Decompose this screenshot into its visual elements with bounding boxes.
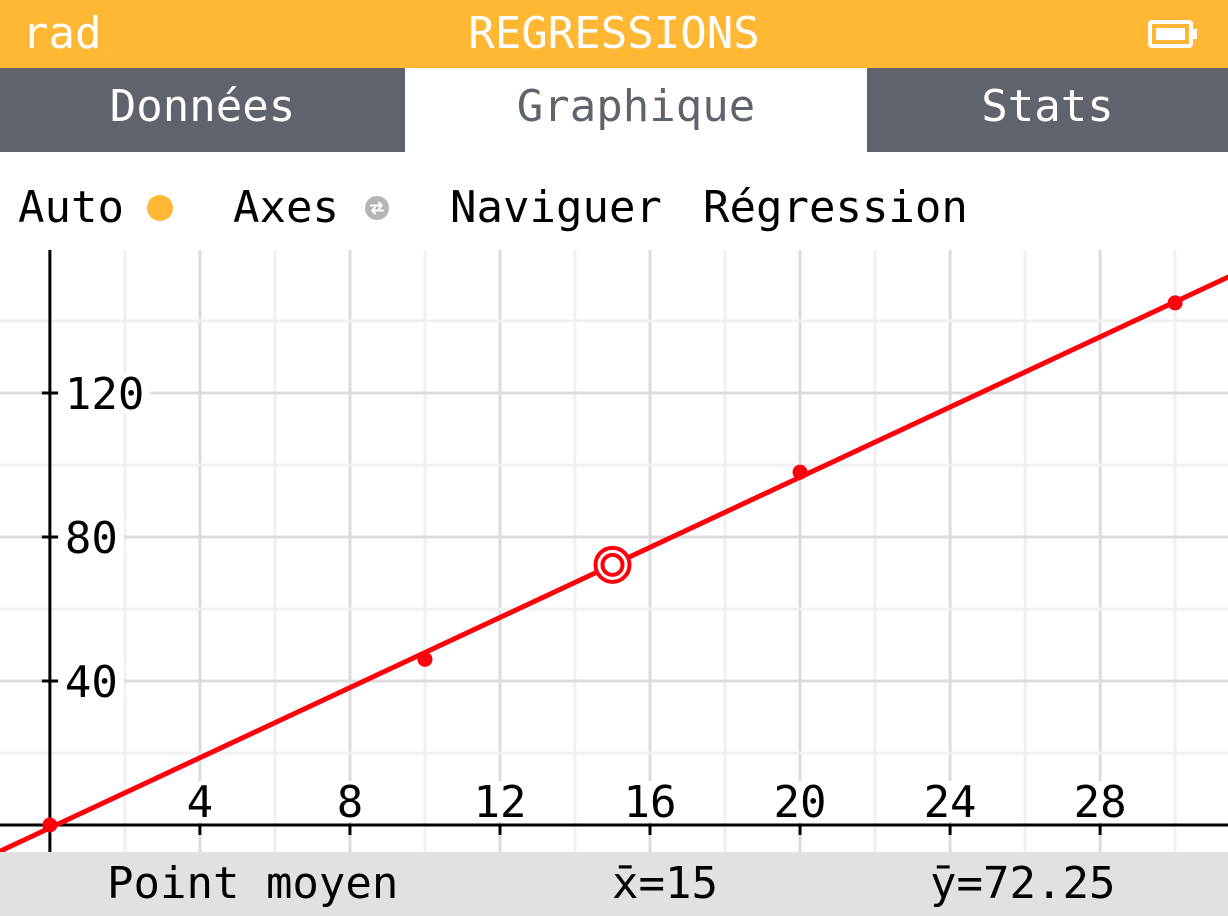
tab-stats[interactable]: Stats [867,68,1228,152]
mean-point-marker [593,545,632,584]
x-tick-label-background [768,780,832,822]
mean-point-inner-ring [600,552,625,577]
x-tick-label: 16 [624,777,677,828]
mean-y-value: ȳ=72.25 [930,858,1116,909]
data-point [417,651,433,667]
data-point [792,464,808,480]
tab-graphique-label: Graphique [516,81,756,132]
tab-donnees-label: Données [109,81,296,132]
regression-plot: 4 8 12 16 20 24 28 40 80 120 [0,250,1228,852]
arrows-circle-icon [364,196,389,220]
x-tick-label-background [468,780,532,822]
y-tick-label-background [58,372,151,413]
x-tick-label: 28 [1074,777,1127,828]
navigate-button[interactable]: Naviguer [450,184,662,232]
battery-icon [1148,20,1198,48]
x-tick-label: 20 [774,777,827,828]
status-bar: rad REGRESSIONS [0,0,1228,68]
x-tick-label: 8 [337,777,364,828]
banner-label: Point moyen [107,858,399,909]
x-tick-label: 12 [473,777,526,828]
regression-button[interactable]: Régression [703,184,968,232]
tab-graphique[interactable]: Graphique [405,68,867,152]
x-tick-label-background [918,780,982,822]
app-title: REGRESSIONS [468,8,760,59]
y-tick-label-background [58,516,124,557]
x-tick-label-background [181,780,219,822]
mean-point-banner: Point moyen x̄=15 ȳ=72.25 [0,852,1228,916]
x-tick-label-background [331,780,369,822]
x-tick-label: 24 [924,777,977,828]
data-point [1167,295,1183,311]
graph-view: 4 8 12 16 20 24 28 40 80 120 [0,250,1228,852]
auto-button[interactable]: Auto [18,184,173,232]
data-point [42,817,58,833]
x-tick-label-background [618,780,682,822]
auto-label: Auto [18,182,124,233]
y-tick-label: 120 [65,369,144,420]
axes-label: Axes [233,182,339,233]
y-tick-label: 80 [65,513,118,564]
mean-x-value: x̄=15 [612,858,718,909]
graph-toolbar: Auto Axes Naviguer Régression [0,152,1228,250]
navigate-label: Naviguer [450,182,662,233]
y-tick-label: 40 [65,657,118,708]
tab-donnees[interactable]: Données [0,68,405,152]
angle-unit-label: rad [22,8,102,59]
y-tick-label-background [58,660,124,701]
x-tick-label-background [1068,780,1132,822]
tab-stats-label: Stats [981,81,1114,132]
tab-bar: Données Graphique Stats [0,68,1228,152]
status-dot-icon [146,195,173,221]
x-tick-label: 4 [187,777,214,828]
axes-button[interactable]: Axes [233,184,389,232]
regression-label: Régression [703,182,968,233]
